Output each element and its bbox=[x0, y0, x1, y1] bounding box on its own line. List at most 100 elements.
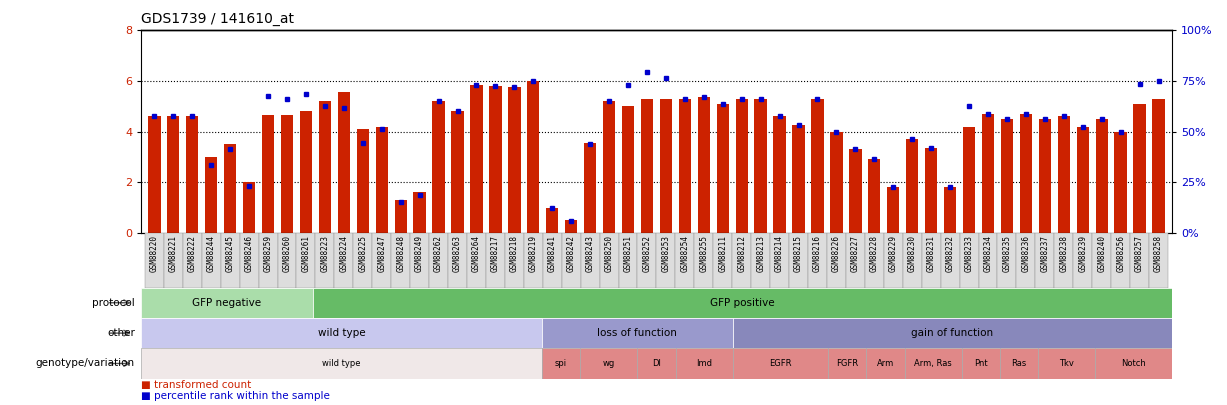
Bar bbox=[600, 233, 618, 288]
Bar bbox=[490, 86, 502, 233]
Bar bbox=[1096, 348, 1172, 379]
Bar bbox=[1036, 233, 1054, 288]
Bar bbox=[299, 111, 312, 233]
Bar bbox=[676, 348, 733, 379]
Bar bbox=[334, 233, 353, 288]
Bar bbox=[1020, 114, 1032, 233]
Bar bbox=[827, 233, 845, 288]
Bar bbox=[562, 233, 580, 288]
Bar bbox=[1148, 233, 1168, 288]
Bar bbox=[1112, 233, 1130, 288]
Text: GSM88233: GSM88233 bbox=[964, 234, 973, 271]
Bar bbox=[887, 187, 899, 233]
Bar bbox=[225, 144, 237, 233]
Bar bbox=[717, 104, 729, 233]
Text: GSM88250: GSM88250 bbox=[605, 234, 614, 271]
Text: GSM88237: GSM88237 bbox=[1040, 234, 1049, 271]
Bar bbox=[660, 99, 672, 233]
Bar bbox=[755, 99, 767, 233]
Bar bbox=[486, 233, 504, 288]
Bar bbox=[508, 87, 520, 233]
Bar bbox=[145, 233, 164, 288]
Text: Notch: Notch bbox=[1121, 359, 1146, 368]
Text: GSM88239: GSM88239 bbox=[1079, 234, 1087, 271]
Text: GSM88218: GSM88218 bbox=[510, 234, 519, 271]
Bar bbox=[694, 233, 713, 288]
Text: GSM88219: GSM88219 bbox=[529, 234, 537, 271]
Bar bbox=[618, 233, 638, 288]
Bar bbox=[580, 348, 637, 379]
Text: Dl: Dl bbox=[652, 359, 661, 368]
Bar bbox=[277, 233, 297, 288]
Bar bbox=[504, 233, 524, 288]
Bar bbox=[141, 318, 542, 348]
Bar bbox=[906, 139, 918, 233]
Text: GSM88213: GSM88213 bbox=[756, 234, 766, 271]
Text: wild type: wild type bbox=[323, 359, 361, 368]
Bar bbox=[542, 318, 733, 348]
Bar bbox=[261, 115, 274, 233]
Text: GSM88212: GSM88212 bbox=[737, 234, 746, 271]
Bar bbox=[432, 101, 444, 233]
Text: GSM88226: GSM88226 bbox=[832, 234, 840, 271]
Text: wild type: wild type bbox=[318, 328, 366, 338]
Bar bbox=[771, 233, 789, 288]
Bar bbox=[1114, 132, 1126, 233]
Bar bbox=[243, 182, 255, 233]
Bar bbox=[410, 233, 429, 288]
Text: loss of function: loss of function bbox=[598, 328, 677, 338]
Bar bbox=[470, 85, 482, 233]
Text: GSM88225: GSM88225 bbox=[358, 234, 367, 271]
Bar bbox=[221, 233, 239, 288]
Bar bbox=[542, 348, 580, 379]
Bar bbox=[845, 233, 865, 288]
Bar bbox=[167, 117, 179, 233]
Bar bbox=[960, 233, 978, 288]
Bar bbox=[205, 157, 217, 233]
Bar bbox=[998, 233, 1016, 288]
Bar bbox=[1039, 119, 1052, 233]
Bar bbox=[1134, 104, 1146, 233]
Bar bbox=[239, 233, 259, 288]
Bar bbox=[1092, 233, 1112, 288]
Bar bbox=[849, 149, 861, 233]
Text: GSM88261: GSM88261 bbox=[302, 234, 310, 271]
Text: GSM88254: GSM88254 bbox=[680, 234, 690, 271]
Text: Tkv: Tkv bbox=[1059, 359, 1075, 368]
Bar bbox=[1001, 119, 1014, 233]
Text: GSM88220: GSM88220 bbox=[150, 234, 158, 271]
Bar bbox=[1076, 126, 1088, 233]
Bar bbox=[735, 99, 748, 233]
Bar bbox=[809, 233, 827, 288]
Bar bbox=[201, 233, 221, 288]
Bar bbox=[602, 101, 615, 233]
Bar bbox=[319, 101, 331, 233]
Text: GSM88227: GSM88227 bbox=[850, 234, 860, 271]
Bar bbox=[811, 99, 823, 233]
Bar bbox=[883, 233, 903, 288]
Text: GSM88259: GSM88259 bbox=[264, 234, 272, 271]
Bar bbox=[831, 132, 843, 233]
Text: GDS1739 / 141610_at: GDS1739 / 141610_at bbox=[141, 12, 294, 26]
Bar bbox=[1074, 233, 1092, 288]
Text: Arm, Ras: Arm, Ras bbox=[914, 359, 952, 368]
Bar bbox=[904, 348, 962, 379]
Bar bbox=[546, 207, 558, 233]
Bar bbox=[733, 318, 1172, 348]
Text: GSM88252: GSM88252 bbox=[643, 234, 652, 271]
Text: other: other bbox=[107, 328, 135, 338]
Bar bbox=[1054, 233, 1074, 288]
Bar bbox=[413, 192, 426, 233]
Bar bbox=[789, 233, 809, 288]
Bar bbox=[395, 200, 407, 233]
Bar bbox=[793, 125, 805, 233]
Bar bbox=[962, 348, 1000, 379]
Bar bbox=[564, 220, 578, 233]
Bar bbox=[1016, 233, 1036, 288]
Bar bbox=[1152, 99, 1164, 233]
Bar bbox=[164, 233, 183, 288]
Bar bbox=[637, 348, 676, 379]
Text: GSM88221: GSM88221 bbox=[169, 234, 178, 271]
Bar bbox=[357, 129, 369, 233]
Text: Imd: Imd bbox=[696, 359, 712, 368]
